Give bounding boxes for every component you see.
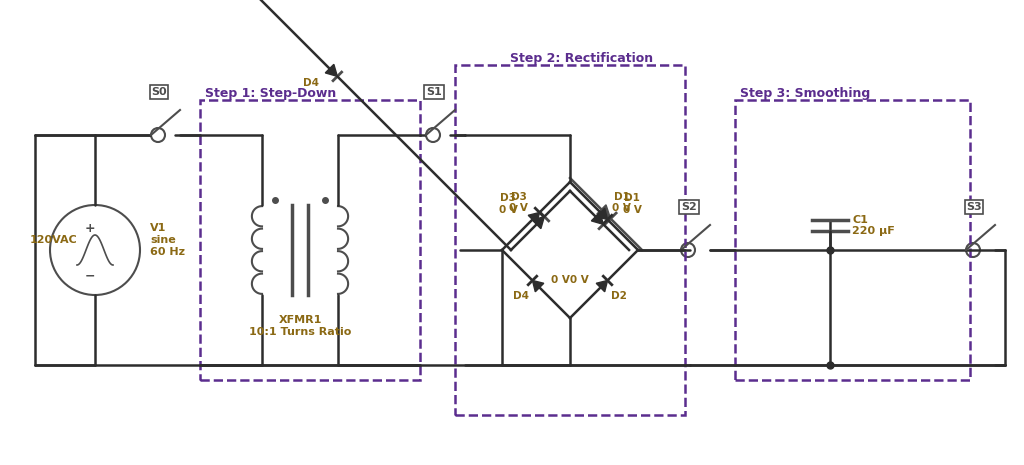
Text: D1
0 V: D1 0 V [612,192,631,213]
Polygon shape [528,213,540,224]
Text: Step 2: Rectification: Step 2: Rectification [510,52,653,65]
Text: D3
0 V: D3 0 V [499,193,517,215]
Text: 0 V0 V: 0 V0 V [551,275,589,285]
Text: D4: D4 [513,291,529,301]
Text: D3
0 V: D3 0 V [509,192,528,213]
Text: −: − [85,270,95,283]
Text: D2: D2 [611,291,627,301]
Polygon shape [532,280,544,292]
Text: 120VAC: 120VAC [30,235,78,245]
Text: S0: S0 [152,87,167,97]
Text: D4: D4 [303,78,319,87]
Text: D1
0 V: D1 0 V [623,193,641,215]
Polygon shape [532,217,545,229]
Text: XFMR1
10:1 Turns Ratio: XFMR1 10:1 Turns Ratio [249,315,351,337]
Text: C1
220 μF: C1 220 μF [852,215,895,236]
Text: S3: S3 [967,202,982,212]
Polygon shape [596,280,607,292]
Polygon shape [326,64,337,76]
Polygon shape [597,205,610,219]
Text: V1
sine
60 Hz: V1 sine 60 Hz [150,223,185,257]
Text: S2: S2 [681,202,697,212]
Polygon shape [591,213,603,225]
Polygon shape [596,208,607,219]
Text: Step 1: Step-Down: Step 1: Step-Down [205,87,336,100]
Text: S1: S1 [426,87,442,97]
Text: Step 3: Smoothing: Step 3: Smoothing [740,87,870,100]
Text: +: + [85,221,95,234]
